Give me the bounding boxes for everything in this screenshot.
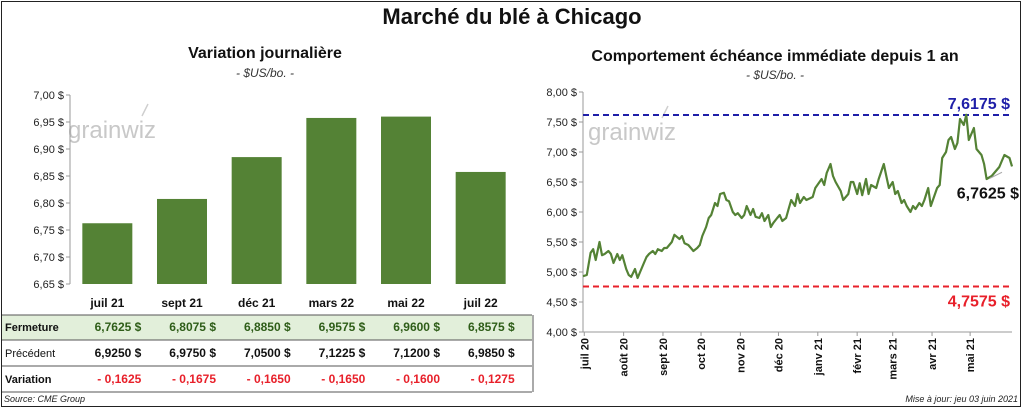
bar-category-label: mars 22 <box>309 296 355 310</box>
bar-3 <box>306 117 357 284</box>
left-chart-subtitle: - $US/bo. - <box>235 66 295 80</box>
table-cell: - 0,1625 <box>97 372 141 386</box>
right-x-tick-label: août 20 <box>619 338 631 377</box>
left-y-tick-label: 6,90 $ <box>33 144 64 156</box>
last-value-label: 6,7625 $ <box>957 185 1019 202</box>
table-highlight-row <box>2 315 532 340</box>
table-row-label: Précédent <box>5 348 55 360</box>
table-cell: 6,9750 $ <box>169 346 216 360</box>
right-y-tick-label: 4,00 $ <box>546 327 577 339</box>
left-chart-title: Variation journalière <box>188 45 342 62</box>
bar-category-label: déc 21 <box>238 296 276 310</box>
right-x-tick-label: mai 21 <box>965 338 977 372</box>
right-chart-title: Comportement échéance immédiate depuis 1… <box>591 48 959 65</box>
table-cell: 7,0500 $ <box>244 346 291 360</box>
page-title: Marché du blé à Chicago <box>382 4 642 29</box>
update-note: Mise à jour: jeu 03 juin 2021 <box>905 394 1018 404</box>
left-y-tick-label: 7,00 $ <box>33 90 64 102</box>
table-cell: - 0,1650 <box>247 372 291 386</box>
table-cell: 6,8575 $ <box>468 320 515 334</box>
table-cell: - 0,1650 <box>321 372 365 386</box>
table-cell: - 0,1600 <box>396 372 440 386</box>
left-y-tick-label: 6,70 $ <box>33 252 64 264</box>
last-value-leader <box>989 171 1003 179</box>
bar-0 <box>82 223 133 284</box>
right-chart-subtitle: - $US/bo. - <box>745 68 805 82</box>
right-x-tick-label: mars 21 <box>888 338 900 380</box>
low-label: 4,7575 $ <box>948 294 1010 311</box>
table-cell: - 0,1275 <box>471 372 515 386</box>
table-cell: 7,1200 $ <box>393 346 440 360</box>
right-y-tick-label: 4,50 $ <box>546 297 577 309</box>
table-cell: 6,9575 $ <box>319 320 366 334</box>
bar-2 <box>231 157 282 284</box>
watermark-right: grainwiz <box>588 119 676 146</box>
right-y-tick-label: 8,00 $ <box>546 87 577 99</box>
bar-category-label: juil 22 <box>463 296 498 310</box>
table-cell: 6,7625 $ <box>95 320 142 334</box>
watermark-right-mark <box>661 105 669 119</box>
right-x-tick-label: nov 20 <box>735 338 747 373</box>
high-label: 7,6175 $ <box>948 96 1010 113</box>
right-y-tick-label: 6,00 $ <box>546 207 577 219</box>
bar-category-label: mai 22 <box>387 296 425 310</box>
left-y-tick-label: 6,65 $ <box>33 279 64 291</box>
left-y-tick-label: 6,75 $ <box>33 225 64 237</box>
right-x-tick-label: déc 20 <box>773 338 785 372</box>
price-series-line <box>582 113 1014 280</box>
bar-category-label: sept 21 <box>161 296 203 310</box>
table-row-label: Fermeture <box>5 322 59 334</box>
right-x-tick-label: avr 21 <box>927 338 939 370</box>
right-x-tick-label: oct 20 <box>696 338 708 370</box>
bar-1 <box>157 198 207 284</box>
table-cell: 6,9250 $ <box>95 346 142 360</box>
bar-category-label: juil 21 <box>89 296 124 310</box>
table-cell: 6,9850 $ <box>468 346 515 360</box>
right-x-tick-label: sept 20 <box>658 338 670 376</box>
table-row-label: Variation <box>5 374 52 386</box>
table-cell: 6,9600 $ <box>393 320 440 334</box>
right-y-tick-label: 6,50 $ <box>546 177 577 189</box>
right-x-tick-label: févr 21 <box>852 338 864 373</box>
table-cell: 6,8850 $ <box>244 320 291 334</box>
right-x-tick-label: juil 20 <box>579 338 591 370</box>
right-y-tick-label: 7,00 $ <box>546 147 577 159</box>
right-x-tick-label: janv 21 <box>813 338 825 376</box>
right-y-tick-label: 5,00 $ <box>546 267 577 279</box>
right-y-tick-label: 5,50 $ <box>546 237 577 249</box>
watermark-left-mark <box>141 103 149 117</box>
left-y-tick-label: 6,85 $ <box>33 171 64 183</box>
source-note: Source: CME Group <box>4 394 86 404</box>
left-y-tick-label: 6,95 $ <box>33 117 64 129</box>
right-y-tick-label: 7,50 $ <box>546 117 577 129</box>
bar-4 <box>381 116 431 284</box>
bar-5 <box>455 171 506 284</box>
table-cell: - 0,1675 <box>172 372 216 386</box>
left-y-tick-label: 6,80 $ <box>33 198 64 210</box>
table-cell: 7,1225 $ <box>319 346 366 360</box>
watermark-left: grainwiz <box>68 117 156 144</box>
table-cell: 6,8075 $ <box>169 320 216 334</box>
